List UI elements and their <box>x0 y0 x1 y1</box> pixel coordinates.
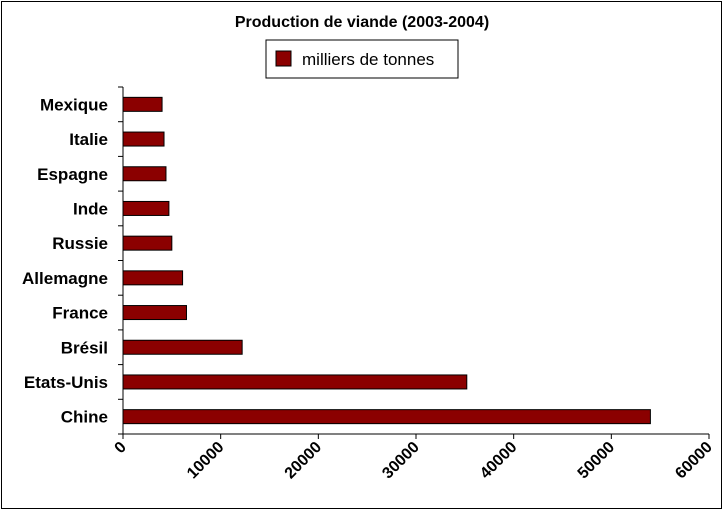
bar-br-sil <box>122 339 243 355</box>
bar-russie <box>122 235 173 251</box>
x-tick-label: 40000 <box>477 439 521 483</box>
category-label: Russie <box>52 234 108 253</box>
x-tick-label: 20000 <box>282 439 326 483</box>
category-label: Etats-Unis <box>24 373 108 392</box>
legend: milliers de tonnes <box>265 39 459 79</box>
bar-inde <box>122 200 170 216</box>
bar-espagne <box>122 166 167 182</box>
category-label: Brésil <box>61 338 108 357</box>
bar-allemagne <box>122 270 184 286</box>
legend-label: milliers de tonnes <box>302 50 434 69</box>
x-tick-label: 60000 <box>672 439 716 483</box>
x-tick-label: 30000 <box>379 439 423 483</box>
x-tick-label: 0 <box>112 439 130 457</box>
bar-chine <box>122 409 651 425</box>
category-label: Inde <box>73 199 108 218</box>
category-label: Chine <box>61 408 108 427</box>
bar-mexique <box>122 96 163 112</box>
x-tick-label: 10000 <box>184 439 228 483</box>
category-label: Italie <box>69 130 108 149</box>
category-label: France <box>52 304 108 323</box>
chart-title: Production de viande (2003-2004) <box>235 14 489 31</box>
category-label: Allemagne <box>22 269 108 288</box>
category-label: Mexique <box>40 95 108 114</box>
x-tick-label: 50000 <box>575 439 619 483</box>
bar-france <box>122 305 187 321</box>
legend-box <box>265 39 459 79</box>
legend-swatch <box>275 50 292 67</box>
bar-italie <box>122 131 165 147</box>
category-label: Espagne <box>37 165 108 184</box>
plot-area: Chine Etats-Unis Brésil France Allemagne Russ… <box>22 86 716 483</box>
bar-etats-unis <box>122 374 468 390</box>
